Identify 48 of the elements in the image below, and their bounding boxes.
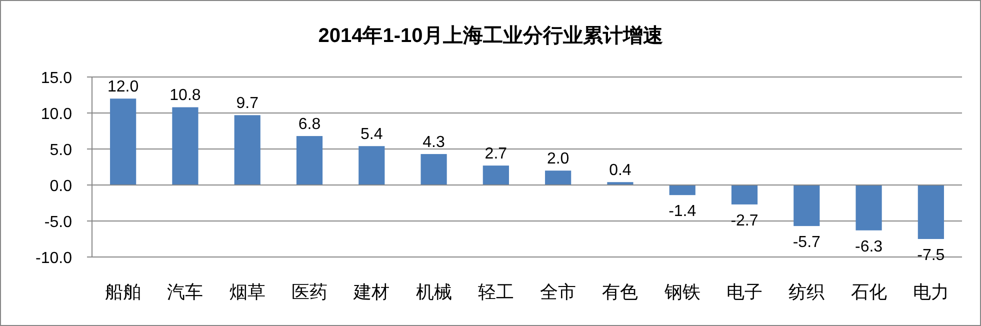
bar [669,185,696,196]
data-label: 2.0 [546,150,570,168]
x-tick-label: 全市 [540,282,576,302]
data-label: 5.4 [360,126,383,144]
chart-title: 2014年1-10月上海工业分行业累计增速 [318,25,663,47]
data-label: 0.4 [609,162,632,180]
data-label: -1.4 [668,203,696,220]
bar [296,136,323,185]
data-label: -5.7 [792,234,821,252]
data-label: -6.3 [854,238,883,256]
x-tick-label: 电力 [912,282,949,302]
bar [794,185,820,226]
bar [545,170,572,185]
y-tick-label: -5.0 [44,214,72,231]
bar [731,185,758,204]
data-label: 4.3 [422,134,446,152]
bar [234,115,260,185]
y-tick-label: 10.0 [40,106,72,123]
bar [110,98,136,185]
x-tick-label: 建材 [352,282,390,302]
data-label: 2.7 [484,146,508,163]
x-tick-label: 纺织 [788,282,825,302]
y-tick-label: 15.0 [40,70,72,87]
data-label: 12.0 [108,78,139,96]
y-tick-label: -10.0 [36,250,72,267]
data-label: -7.5 [917,247,945,264]
x-tick-label: 船舶 [105,282,142,302]
x-tick-label: 电子 [726,282,762,302]
bar [420,154,447,185]
x-tick-label: 有色 [602,282,638,302]
data-label: 9.7 [236,95,259,112]
x-tick-label: 医药 [292,282,328,302]
x-tick-label: 轻工 [478,282,514,302]
bar [918,185,944,239]
x-tick-label: 汽车 [167,282,204,302]
bar [482,166,509,185]
y-tick-label: 5.0 [50,142,72,159]
x-tick-label: 机械 [416,282,452,302]
x-tick-label: 烟草 [229,282,266,302]
bar [358,146,385,185]
bar [172,107,198,185]
data-label: 10.8 [170,87,201,104]
y-tick-label: 0.0 [50,178,72,195]
x-tick-label: 钢铁 [663,282,700,302]
bar [856,185,882,230]
x-tick-label: 石化 [850,282,887,302]
data-label: -2.7 [730,212,758,230]
data-label: 6.8 [298,116,321,134]
